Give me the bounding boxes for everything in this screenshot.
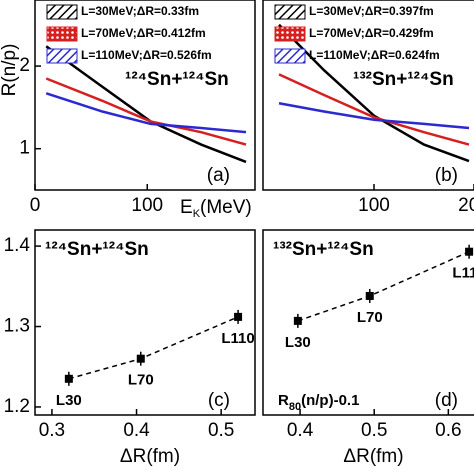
axis-label: EK(MeV) — [180, 197, 252, 220]
plot-frame — [34, 0, 256, 191]
label-part: E — [180, 197, 193, 218]
x-tick-label: 0.3 — [39, 420, 65, 441]
x-tick-label: 100 — [358, 195, 390, 216]
x-tick-label: 0.6 — [435, 420, 461, 441]
legend-label: L=30MeV;ΔR=0.33fm — [81, 4, 199, 18]
legend-swatch — [46, 26, 78, 42]
legend-swatch — [46, 4, 78, 20]
reaction-label: ¹³²Sn+¹²⁴Sn — [273, 239, 374, 260]
legend-label: L=70MeV;ΔR=0.429fm — [309, 26, 434, 40]
data-point — [293, 316, 302, 325]
y-tick-label: 1.2 — [4, 396, 30, 417]
reaction-label: ¹²⁴Sn+¹²⁴Sn — [45, 239, 149, 260]
y-tick-label: 1.3 — [4, 316, 30, 337]
label-part: R — [278, 392, 289, 409]
data-point — [234, 312, 243, 321]
plot-frame — [262, 229, 474, 416]
trend-line — [68, 316, 239, 380]
data-point — [465, 247, 474, 256]
x-axis-label: ΔR(fm) — [343, 446, 403, 467]
legend-label: L=30MeV;ΔR=0.397fm — [309, 4, 434, 18]
x-tick-label: 100 — [131, 195, 163, 216]
legend-label: L=70MeV;ΔR=0.412fm — [81, 26, 206, 40]
data-point — [136, 354, 145, 363]
series-line — [278, 102, 470, 130]
x-tick-label: 0.4 — [123, 420, 150, 441]
series-line — [45, 92, 247, 134]
point-label: L30 — [285, 334, 311, 351]
trend-line — [297, 251, 470, 322]
legend-label: L=110MeV;ΔR=0.624fm — [309, 48, 440, 62]
data-point — [64, 374, 73, 383]
reaction-label: ¹²⁴Sn+¹²⁴Sn — [125, 69, 229, 90]
plot-frame — [262, 0, 474, 191]
x-tick-label: 0.5 — [208, 420, 234, 441]
x-tick-label: 0.4 — [287, 420, 314, 441]
legend-swatch — [274, 48, 306, 64]
legend-swatch — [46, 48, 78, 64]
series-line — [45, 77, 247, 146]
point-label: L110 — [452, 265, 474, 282]
plot-frame — [34, 229, 256, 416]
panel-label: (a) — [207, 165, 230, 186]
legend-swatch — [274, 4, 306, 20]
x-axis-label: ΔR(fm) — [120, 446, 180, 467]
y-tick-label: 1 — [19, 138, 30, 159]
panel-label: (d) — [435, 390, 458, 411]
legend-label: L=110MeV;ΔR=0.526fm — [81, 48, 212, 62]
legend-swatch — [274, 26, 306, 42]
label-part: (n/p)-0.1 — [301, 392, 359, 409]
subscript: 80 — [289, 401, 301, 413]
y-axis-label: R(n/p) — [0, 44, 20, 97]
x-tick-label: 200 — [458, 195, 474, 216]
label-part: (MeV) — [200, 197, 252, 218]
y-tick-label: 1.4 — [4, 235, 31, 256]
point-label: L70 — [357, 309, 383, 326]
data-point — [365, 291, 374, 300]
x-tick-label: 0.5 — [361, 420, 387, 441]
reaction-label: ¹³²Sn+¹²⁴Sn — [353, 69, 454, 90]
point-label: L30 — [56, 392, 82, 409]
subscript: K — [193, 208, 201, 220]
y-tick-label: 2 — [19, 55, 30, 76]
series-line — [278, 23, 470, 163]
panel-label: (c) — [208, 390, 230, 411]
point-label: L110 — [221, 330, 254, 347]
point-label: L70 — [128, 372, 154, 389]
series-line — [278, 73, 470, 146]
panel-label: (b) — [435, 165, 458, 186]
x-tick-label: 0 — [30, 195, 41, 216]
axis-label: R80(n/p)-0.1 — [278, 392, 359, 413]
